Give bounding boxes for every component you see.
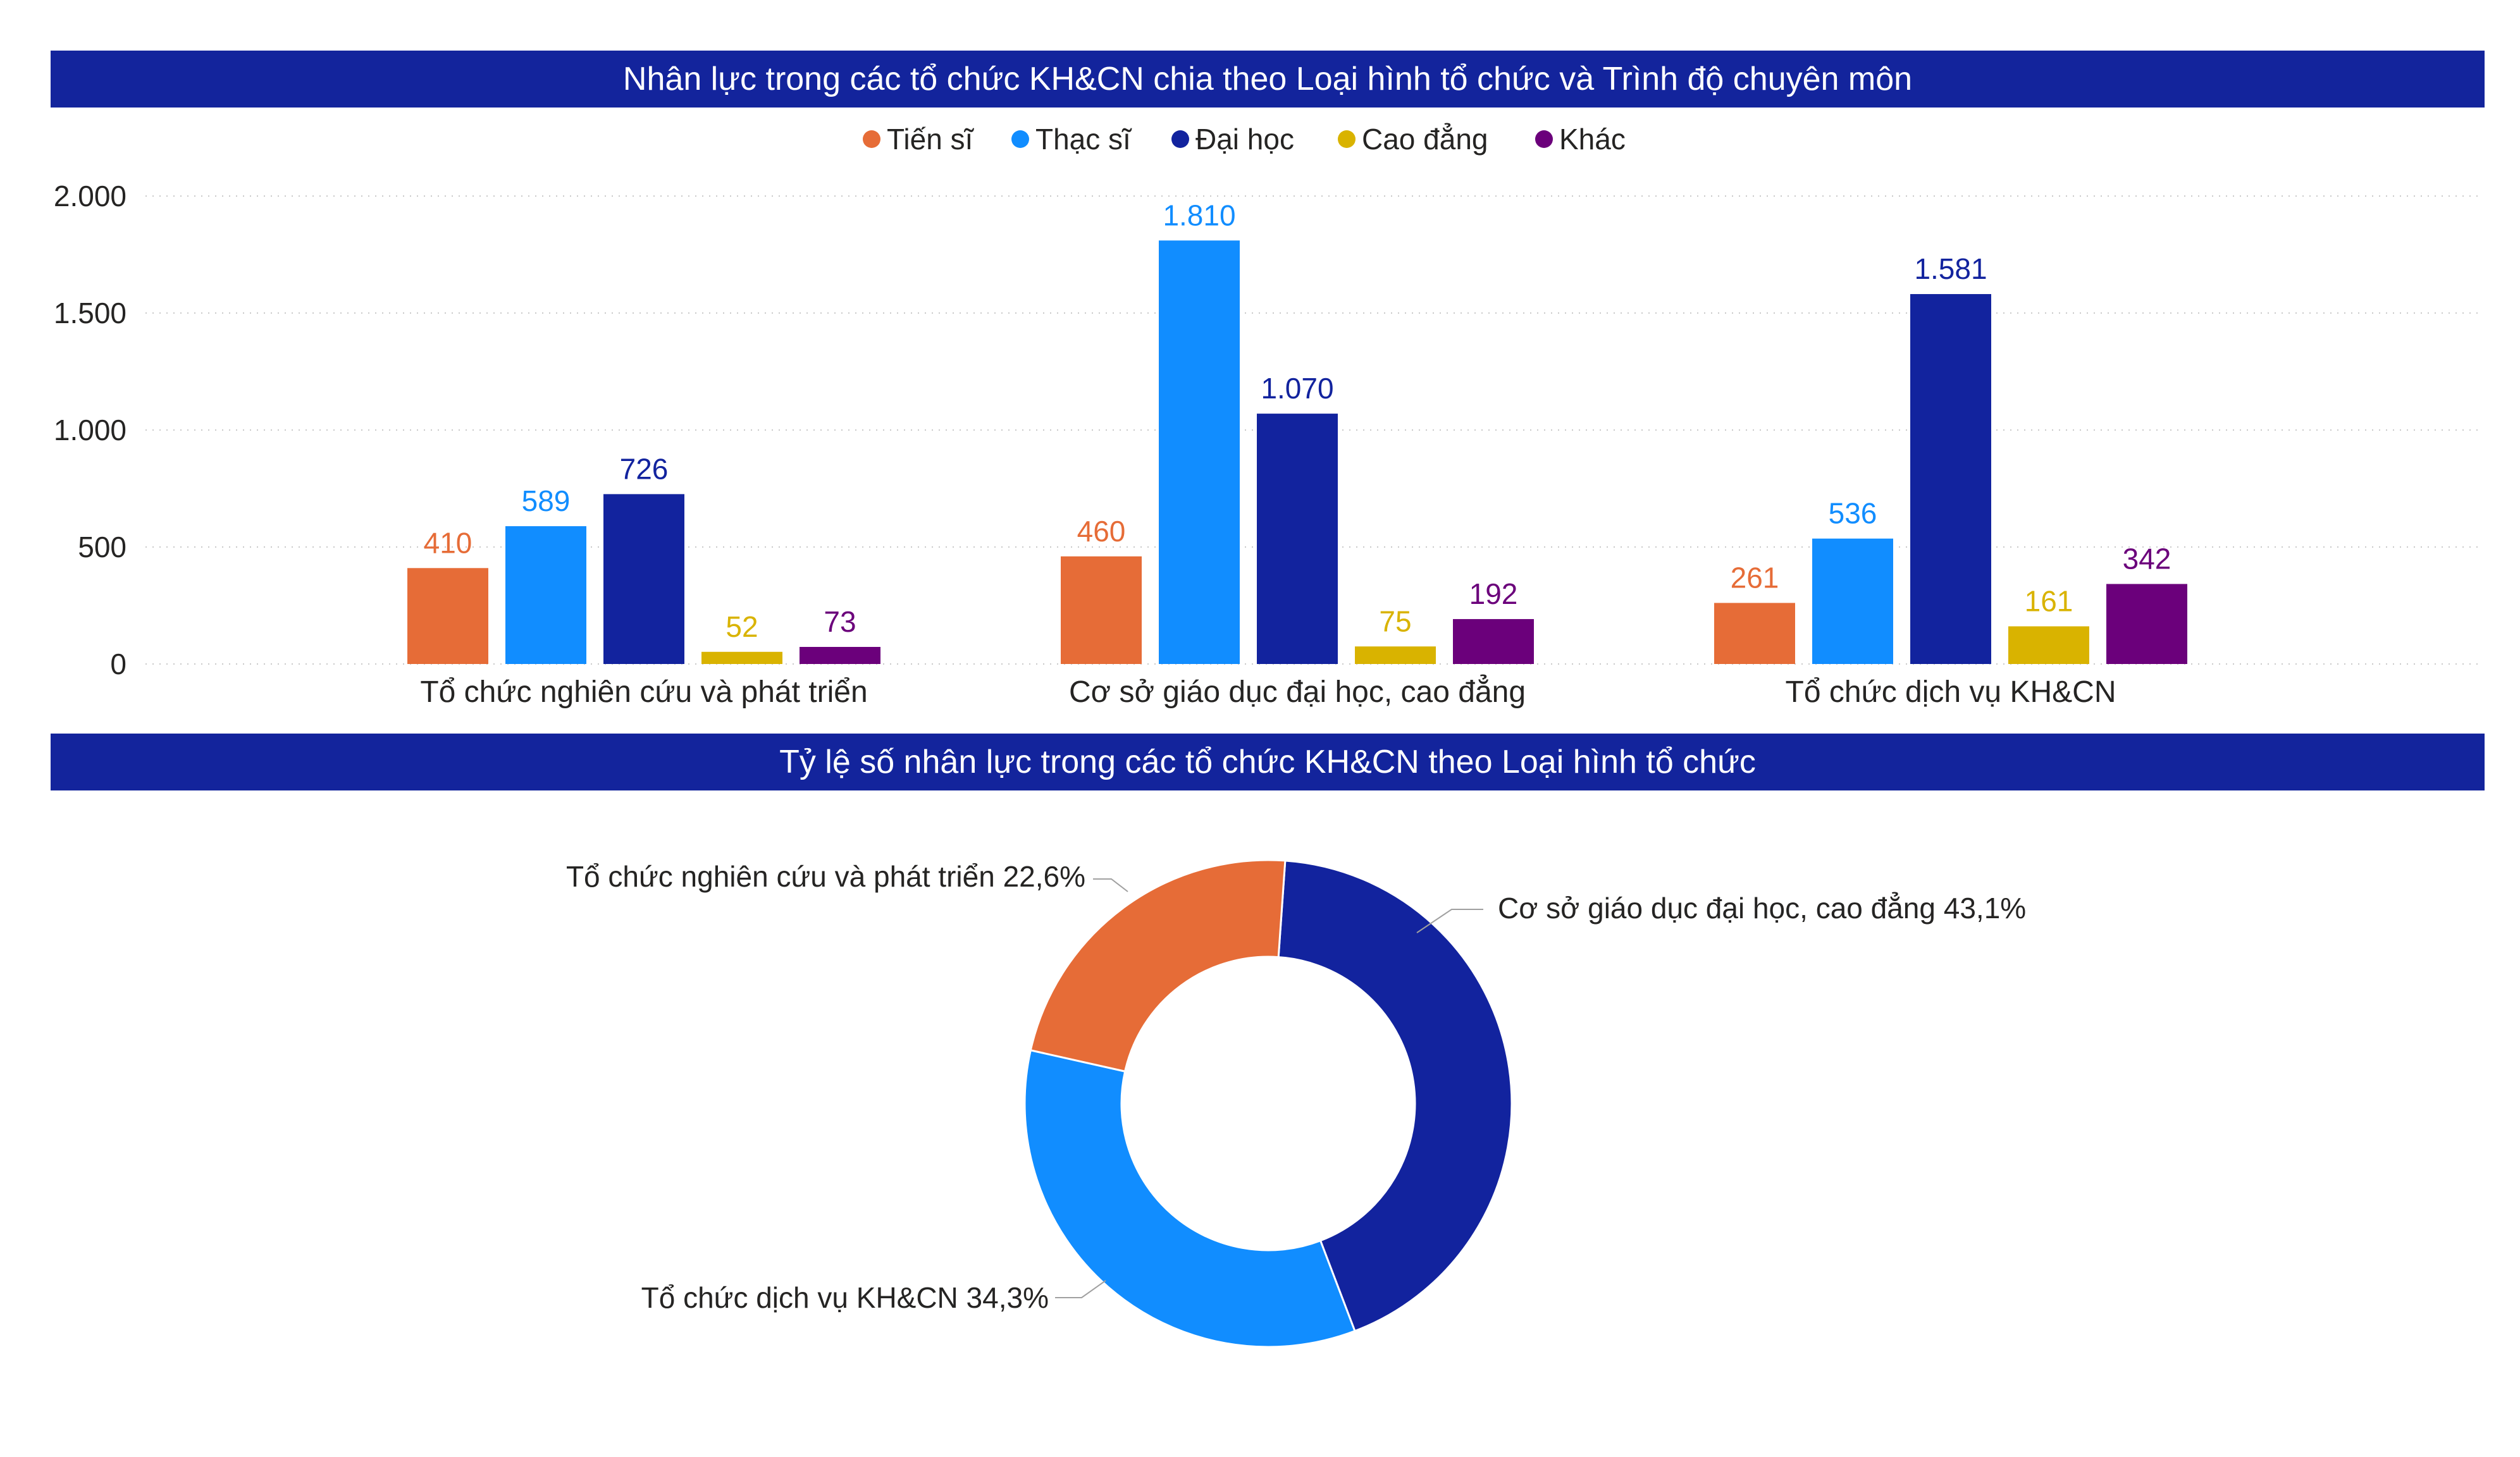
bar-1-2 [1257, 414, 1338, 664]
x-tick-label-1: Cơ sở giáo dục đại học, cao đẳng [1069, 674, 1526, 709]
data-label-2-0: 261 [1731, 561, 1779, 594]
data-label-1-4: 192 [1469, 577, 1518, 610]
data-label-2-1: 536 [1829, 497, 1877, 530]
y-tick-label-1: 500 [78, 531, 127, 563]
legend-marker-4 [1535, 130, 1553, 148]
leader-line-1 [1055, 1280, 1106, 1298]
data-label-1-1: 1.810 [1163, 199, 1235, 231]
bar-2-0 [1714, 603, 1795, 664]
legend-marker-3 [1338, 130, 1356, 148]
bar-1-0 [1061, 556, 1142, 664]
data-label-0-0: 410 [424, 526, 472, 559]
data-label-2-2: 1.581 [1914, 252, 1987, 285]
data-label-0-2: 726 [620, 452, 669, 485]
legend-marker-2 [1171, 130, 1189, 148]
bar-chart: Tiến sĩ Thạc sĩ Đại học Cao đẳng Khác 0 500 1.0… [54, 123, 2480, 709]
bar-0-3 [701, 651, 782, 664]
legend-marker-0 [863, 130, 880, 148]
data-label-0-4: 73 [824, 605, 856, 638]
x-tick-label-2: Tổ chức dịch vụ KH&CN [1786, 675, 2116, 709]
y-tick-label-4: 2.000 [54, 180, 127, 212]
bar-2-3 [2008, 626, 2089, 664]
legend-label-2: Đại học [1195, 123, 1294, 156]
data-label-2-3: 161 [2025, 584, 2073, 617]
leader-line-2 [1093, 878, 1128, 892]
bar-1-1 [1159, 240, 1240, 664]
donut-slice-1 [1023, 1048, 1356, 1348]
bar-0-4 [800, 646, 880, 664]
bar-1-4 [1453, 618, 1534, 664]
legend-label-3: Cao đẳng [1362, 123, 1488, 156]
bar-0-2 [603, 494, 684, 664]
bar-2-4 [2106, 584, 2187, 664]
bar-2-2 [1910, 294, 1991, 664]
legend-label-0: Tiến sĩ [887, 123, 975, 156]
slice-label-2: Tổ chức nghiên cứu và phát triển 22,6% [566, 860, 1085, 893]
data-label-1-0: 460 [1077, 515, 1126, 548]
bar-2-1 [1812, 538, 1893, 664]
bar-chart-title: Nhân lực trong các tổ chức KH&CN chia th… [51, 51, 2485, 108]
slice-label-1: Tổ chức dịch vụ KH&CN 34,3% [641, 1281, 1049, 1314]
y-tick-label-2: 1.000 [54, 414, 127, 446]
data-label-1-2: 1.070 [1261, 372, 1333, 405]
slice-label-0: Cơ sở giáo dục đại học, cao đẳng 43,1% [1498, 892, 2026, 925]
bar-1-3 [1355, 646, 1436, 664]
donut-slice-0 [1277, 859, 1513, 1332]
legend-label-4: Khác [1559, 123, 1626, 156]
bar-0-0 [407, 568, 488, 664]
legend-label-1: Thạc sĩ [1035, 123, 1132, 156]
data-label-0-3: 52 [726, 610, 758, 643]
donut-slice-2 [1029, 859, 1287, 1073]
bar-0-1 [505, 526, 586, 664]
data-label-2-4: 342 [2123, 542, 2171, 575]
x-tick-label-0: Tổ chức nghiên cứu và phát triển [420, 675, 867, 709]
legend-marker-1 [1011, 130, 1029, 148]
donut-chart-title: Tỷ lệ số nhân lực trong các tổ chức KH&C… [51, 734, 2485, 790]
data-label-1-3: 75 [1379, 605, 1411, 637]
data-label-0-1: 589 [522, 484, 571, 517]
y-tick-label-3: 1.500 [54, 297, 127, 329]
y-tick-label-0: 0 [110, 648, 127, 680]
leader-line-0 [1416, 909, 1483, 933]
